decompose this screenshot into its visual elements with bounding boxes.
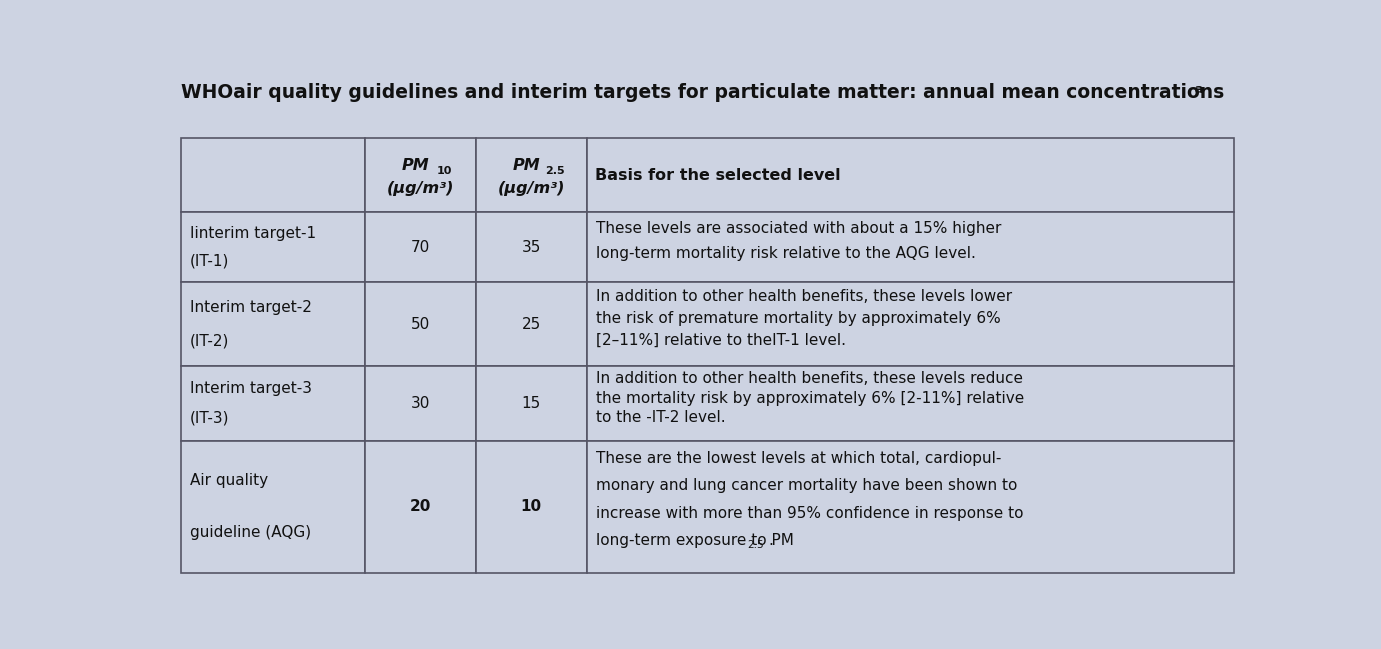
Text: Air quality: Air quality <box>189 472 268 487</box>
Text: guideline (AQG): guideline (AQG) <box>189 526 311 541</box>
Bar <box>366 441 476 572</box>
Bar <box>181 282 366 366</box>
Text: a: a <box>1195 83 1203 96</box>
Text: 10: 10 <box>521 499 541 514</box>
Text: 10: 10 <box>436 166 452 177</box>
Bar <box>476 212 587 282</box>
Text: In addition to other health benefits, these levels reduce: In addition to other health benefits, th… <box>597 371 1023 386</box>
Text: (IT-1): (IT-1) <box>189 254 229 269</box>
Text: In addition to other health benefits, these levels lower: In addition to other health benefits, th… <box>597 289 1012 304</box>
Text: (μg/m³): (μg/m³) <box>497 181 565 196</box>
Text: Interim target-3: Interim target-3 <box>189 381 312 396</box>
Text: (IT-2): (IT-2) <box>189 334 229 349</box>
Text: the risk of premature mortality by approximately 6%: the risk of premature mortality by appro… <box>597 311 1001 326</box>
Bar <box>587 441 1235 572</box>
Bar <box>587 138 1235 212</box>
Text: increase with more than 95% confidence in response to: increase with more than 95% confidence i… <box>597 506 1023 521</box>
Bar <box>587 282 1235 366</box>
Text: WHOair quality guidelines and interim targets for particulate matter: annual mea: WHOair quality guidelines and interim ta… <box>181 83 1225 102</box>
Bar <box>476 366 587 441</box>
Text: 35: 35 <box>522 239 541 254</box>
Bar <box>181 212 366 282</box>
Text: long-term mortality risk relative to the AQG level.: long-term mortality risk relative to the… <box>597 246 976 261</box>
Text: These are the lowest levels at which total, cardiopul-: These are the lowest levels at which tot… <box>597 451 1001 466</box>
Bar <box>587 212 1235 282</box>
Text: Interim target-2: Interim target-2 <box>189 300 312 315</box>
Text: 50: 50 <box>412 317 431 332</box>
Text: These levels are associated with about a 15% higher: These levels are associated with about a… <box>597 221 1001 236</box>
Bar <box>476 282 587 366</box>
Bar <box>476 138 587 212</box>
Text: 2.5: 2.5 <box>747 541 764 550</box>
Bar <box>366 138 476 212</box>
Text: (μg/m³): (μg/m³) <box>387 181 454 196</box>
Bar <box>366 212 476 282</box>
Text: 15: 15 <box>522 396 541 411</box>
Text: PM: PM <box>402 158 429 173</box>
Text: the mortality risk by approximately 6% [2-11%] relative: the mortality risk by approximately 6% [… <box>597 391 1025 406</box>
Text: 20: 20 <box>410 499 431 514</box>
Text: Basis for the selected level: Basis for the selected level <box>595 167 841 182</box>
Text: Iinterim target-1: Iinterim target-1 <box>189 226 316 241</box>
Text: 2.5: 2.5 <box>545 166 565 177</box>
Bar <box>181 441 366 572</box>
Bar <box>181 138 366 212</box>
Text: to the -IT-2 level.: to the -IT-2 level. <box>597 410 726 426</box>
Text: 30: 30 <box>412 396 431 411</box>
Text: 70: 70 <box>412 239 431 254</box>
Bar <box>181 366 366 441</box>
Bar <box>587 366 1235 441</box>
Text: monary and lung cancer mortality have been shown to: monary and lung cancer mortality have be… <box>597 478 1018 493</box>
Text: long-term exposure to PM: long-term exposure to PM <box>597 533 794 548</box>
Text: PM: PM <box>512 158 540 173</box>
Text: [2–11%] relative to theIT-1 level.: [2–11%] relative to theIT-1 level. <box>597 333 847 348</box>
Text: .: . <box>768 533 773 548</box>
Text: 25: 25 <box>522 317 541 332</box>
Bar <box>366 366 476 441</box>
Bar <box>476 441 587 572</box>
Text: (IT-3): (IT-3) <box>189 411 229 426</box>
Bar <box>366 282 476 366</box>
